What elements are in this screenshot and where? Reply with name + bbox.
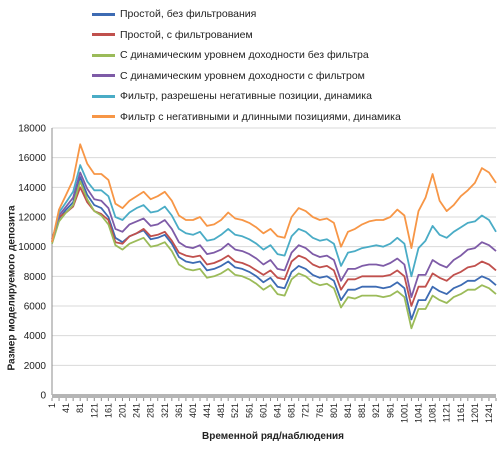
x-tick-label: 161: [103, 403, 113, 418]
x-tick-label: 361: [174, 403, 184, 418]
gridlines: [52, 127, 496, 396]
series-lines: [51, 143, 497, 330]
x-tick-label: 561: [244, 403, 254, 418]
y-tick-label: 2000: [24, 361, 47, 372]
legend-item: Простой, с фильтрованием: [92, 25, 401, 46]
legend-item: Фильтр, разрешены негативные позиции, ди…: [92, 86, 401, 107]
legend-label: Простой, без фильтрования: [120, 8, 257, 21]
x-tick-label: 1121: [442, 403, 452, 422]
series-line-4: [51, 171, 497, 299]
x-tick-label: 761: [315, 403, 325, 418]
x-tick-label: 881: [357, 403, 367, 418]
x-tick-label: 321: [160, 403, 170, 418]
legend-swatch: [92, 94, 115, 98]
legend-item: С динамическим уровнем доходности без фи…: [92, 45, 401, 66]
axes: [51, 128, 497, 401]
legend-label: Фильтр с негативными и длинными позициям…: [120, 110, 401, 123]
x-tick-label: 441: [202, 403, 212, 418]
x-tick-label: 721: [301, 403, 311, 418]
legend: Простой, без фильтрования Простой, с филь…: [92, 4, 401, 127]
y-tick-label: 18000: [18, 124, 46, 135]
y-tick-label: 4000: [24, 331, 47, 342]
legend-swatch: [92, 33, 115, 37]
series-line-5: [51, 164, 497, 278]
x-tick-label: 1201: [470, 403, 480, 423]
x-tick-label: 961: [385, 403, 395, 418]
x-tick-label: 521: [230, 403, 240, 418]
x-tick-label: 121: [89, 403, 99, 418]
legend-swatch: [92, 53, 115, 57]
legend-label: Простой, с фильтрованием: [120, 28, 253, 41]
y-axis-label: Размер моделируемого депозита: [6, 205, 18, 371]
y-tick-label: 6000: [24, 302, 47, 313]
y-tick-label: 10000: [18, 242, 46, 253]
x-tick-label: 201: [117, 403, 127, 418]
y-tick-label: 0: [40, 391, 46, 402]
x-tick-label: 41: [61, 403, 71, 413]
y-tick-label: 16000: [18, 153, 46, 164]
x-tick-label: 641: [273, 403, 283, 418]
x-tick-label: 1161: [456, 403, 466, 422]
legend-item: С динамическим уровнем доходности с филь…: [92, 66, 401, 87]
x-axis-band: [52, 394, 496, 398]
x-tick-label: 481: [216, 403, 226, 418]
series-line-6: [51, 143, 497, 250]
series-line-3: [51, 180, 497, 330]
x-tick-label: 81: [75, 403, 85, 413]
series-line-2: [51, 186, 497, 307]
y-tick-label: 12000: [18, 213, 46, 224]
x-axis-label: Временной ряд/наблюдения: [202, 431, 344, 442]
legend-swatch: [92, 12, 115, 16]
y-tick-label: 8000: [24, 272, 47, 283]
x-tick-label: 601: [258, 403, 268, 418]
legend-label: Фильтр, разрешены негативные позиции, ди…: [120, 90, 372, 103]
x-tick-label: 281: [146, 403, 156, 418]
x-tick-label: 921: [371, 403, 381, 418]
legend-label: С динамическим уровнем доходности с филь…: [120, 69, 365, 82]
x-tick-label: 241: [132, 403, 142, 418]
x-tick-labels: 1 41 81 121 161 201 241 281 321 361 401 441 481 521 56…: [47, 403, 494, 423]
x-tick-label: 1241: [484, 403, 494, 423]
x-tick-label: 1081: [428, 403, 438, 423]
y-tick-labels: 0 2000 4000 6000 8000 10000 12000 14000 16000 180…: [18, 124, 46, 402]
legend-item: Простой, без фильтрования: [92, 4, 401, 25]
legend-item: Фильтр с негативными и длинными позициям…: [92, 107, 401, 128]
x-tick-label: 841: [343, 403, 353, 418]
legend-swatch: [92, 115, 115, 119]
y-tick-label: 14000: [18, 183, 46, 194]
x-tick-label: 401: [188, 403, 198, 418]
x-tick-label: 681: [287, 403, 297, 418]
x-tick-label: 1041: [413, 403, 423, 423]
x-tick-label: 1001: [399, 403, 409, 423]
x-tick-label: 1: [47, 403, 57, 408]
x-tick-label: 801: [329, 403, 339, 418]
legend-label: С динамическим уровнем доходности без фи…: [120, 49, 369, 62]
legend-swatch: [92, 74, 115, 78]
